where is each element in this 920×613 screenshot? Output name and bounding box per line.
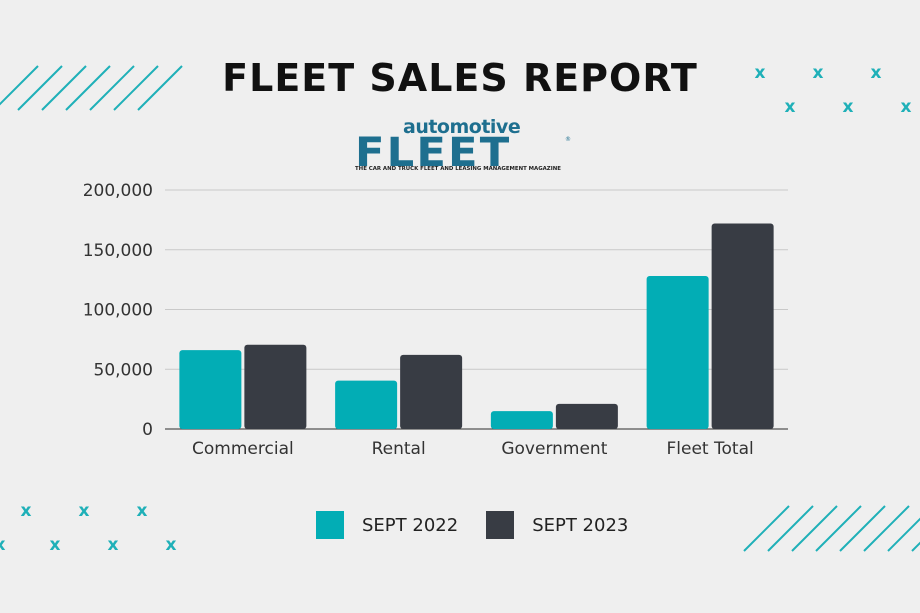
y-tick-label: 150,000	[83, 241, 153, 261]
bar-sept-2023	[555, 403, 618, 429]
chart-legend: SEPT 2022 SEPT 2023	[316, 511, 656, 539]
report-title: FLEET SALES REPORT	[222, 56, 698, 100]
legend-item-sept-2023: SEPT 2023	[486, 511, 628, 539]
y-tick-label: 50,000	[94, 360, 153, 380]
legend-swatch-sept-2022	[316, 511, 344, 539]
bar-sept-2023	[244, 344, 307, 429]
y-tick-label: 100,000	[83, 301, 153, 321]
legend-label-sept-2023: SEPT 2023	[532, 514, 629, 536]
bar-sept-2023	[400, 354, 463, 429]
bar-sept-2022	[335, 380, 398, 429]
logo-tagline: THE CAR AND TRUCK FLEET AND LEASING MANA…	[355, 166, 561, 172]
bar-sept-2022	[490, 411, 553, 429]
bar-sept-2022	[646, 276, 709, 429]
x-tick-label: Government	[501, 439, 607, 459]
legend-item-sept-2022: SEPT 2022	[316, 511, 458, 539]
legend-swatch-sept-2023	[486, 511, 515, 539]
y-tick-label: 0	[142, 420, 153, 440]
legend-label-sept-2022: SEPT 2022	[362, 514, 459, 536]
bar-sept-2023	[711, 223, 774, 429]
logo-top-word: automotive	[403, 116, 521, 138]
automotive-fleet-logo: automotive FLEET ® THE CAR AND TRUCK FLE…	[355, 116, 571, 176]
y-tick-label: 200,000	[83, 181, 153, 201]
bar-sept-2022	[179, 350, 242, 429]
x-tick-label: Fleet Total	[667, 439, 754, 459]
logo-registered-mark: ®	[565, 136, 571, 143]
logo-main-word: FLEET	[355, 130, 512, 176]
x-tick-label: Commercial	[192, 439, 294, 459]
x-tick-label: Rental	[372, 439, 426, 459]
